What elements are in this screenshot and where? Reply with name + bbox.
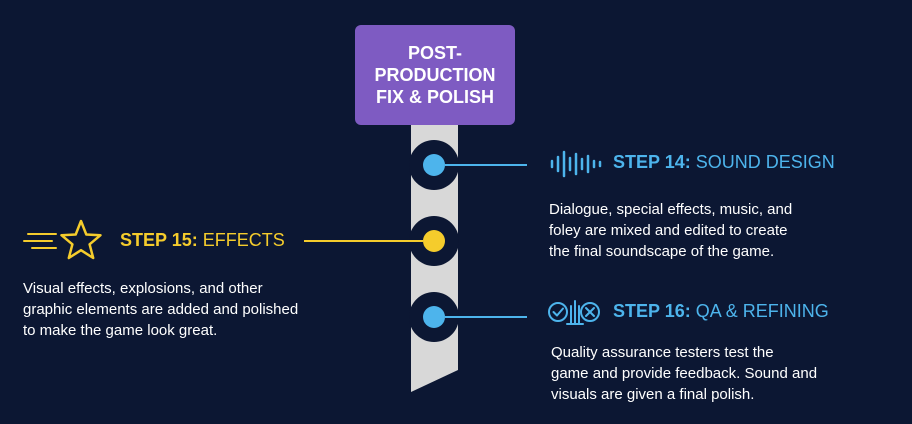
step-16-title: QA & REFINING <box>690 301 829 321</box>
step-15-description: Visual effects, explosions, and other gr… <box>23 278 298 341</box>
banner-line-2: PRODUCTION <box>374 65 496 85</box>
node-dot-step-16 <box>423 306 445 328</box>
step-14-desc-line: the final soundscape of the game. <box>549 243 775 260</box>
step-16-desc-line: game and provide feedback. Sound and <box>551 365 818 382</box>
step-15-desc-line: to make the game look great. <box>23 322 218 339</box>
step-14-title: SOUND DESIGN <box>690 152 835 172</box>
sound-wave-icon <box>550 150 602 178</box>
step-16-desc-line: visuals are given a final polish. <box>551 386 755 403</box>
step-14-desc-line: foley are mixed and edited to create <box>549 222 788 239</box>
step-15-desc-line: Visual effects, explosions, and other <box>23 280 263 297</box>
step-14-desc-line: Dialogue, special effects, music, and <box>549 201 793 218</box>
step-16-desc-line: Quality assurance testers test the <box>551 344 774 361</box>
step-15-heading: STEP 15: EFFECTS <box>120 230 285 251</box>
step-15-label: STEP 15: <box>120 230 198 250</box>
node-dot-step-15 <box>423 230 445 252</box>
step-15-title: EFFECTS <box>197 230 285 250</box>
step-16-label: STEP 16: <box>613 301 691 321</box>
step-14-label: STEP 14: <box>613 152 691 172</box>
banner-line-3: FIX & POLISH <box>375 87 494 107</box>
step-16-description: Quality assurance testers test the game … <box>551 342 817 405</box>
speed-lines-icon <box>23 233 57 249</box>
step-14-description: Dialogue, special effects, music, and fo… <box>549 199 792 262</box>
stage-banner: POST- PRODUCTION FIX & POLISH <box>355 25 515 125</box>
check-and-cross-icon <box>548 300 600 325</box>
step-16-heading: STEP 16: QA & REFINING <box>613 301 829 322</box>
step-15-desc-line: graphic elements are added and polished <box>23 301 299 318</box>
star-icon <box>60 219 102 260</box>
node-dot-step-14 <box>423 154 445 176</box>
banner-line-1: POST- <box>407 43 462 63</box>
step-14-heading: STEP 14: SOUND DESIGN <box>613 152 835 173</box>
